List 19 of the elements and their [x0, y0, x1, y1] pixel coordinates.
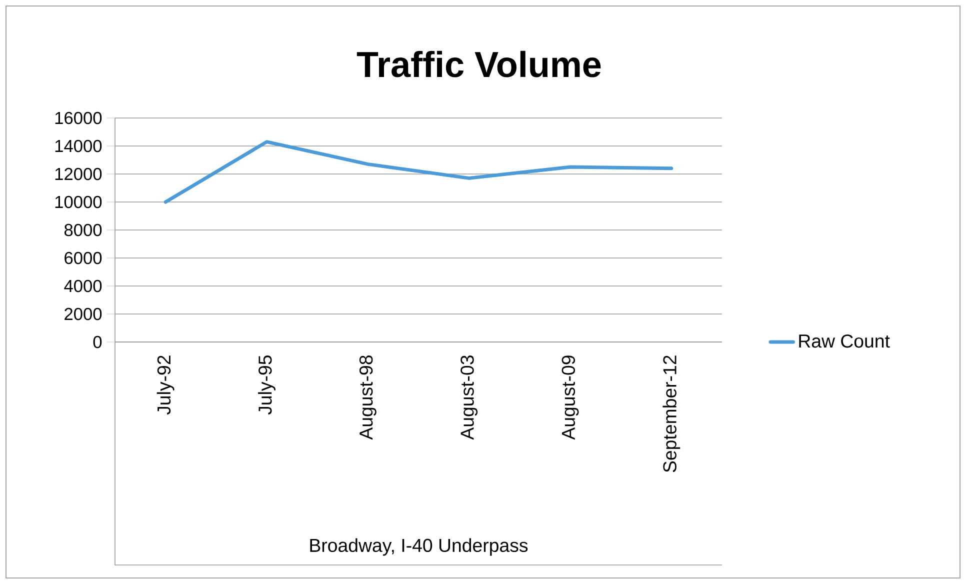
- y-tick-label: 14000: [55, 140, 102, 152]
- chart-title: Traffic Volume: [356, 50, 601, 78]
- y-tick-label: 2000: [64, 308, 102, 320]
- x-tick-label: July-95: [258, 356, 276, 415]
- x-tick-label: August-98: [359, 356, 376, 440]
- legend-label: Raw Count: [799, 334, 890, 348]
- y-tick-label: 8000: [64, 224, 102, 236]
- y-tick-label: 12000: [55, 168, 102, 180]
- y-tick-label: 4000: [64, 280, 102, 292]
- y-tick-label: 10000: [55, 196, 102, 208]
- y-tick-label: 16000: [55, 112, 102, 124]
- y-tick-label: 6000: [64, 252, 102, 264]
- y-tick-label: 0: [93, 336, 102, 348]
- x-tick-label: September-12: [662, 356, 680, 472]
- x-tick-label: August-09: [562, 356, 579, 440]
- x-axis-title: Broadway, I-40 Underpass: [310, 538, 528, 556]
- x-tick-label: August-03: [460, 356, 478, 440]
- x-tick-label: July-92: [156, 356, 174, 415]
- line-series: [164, 140, 674, 204]
